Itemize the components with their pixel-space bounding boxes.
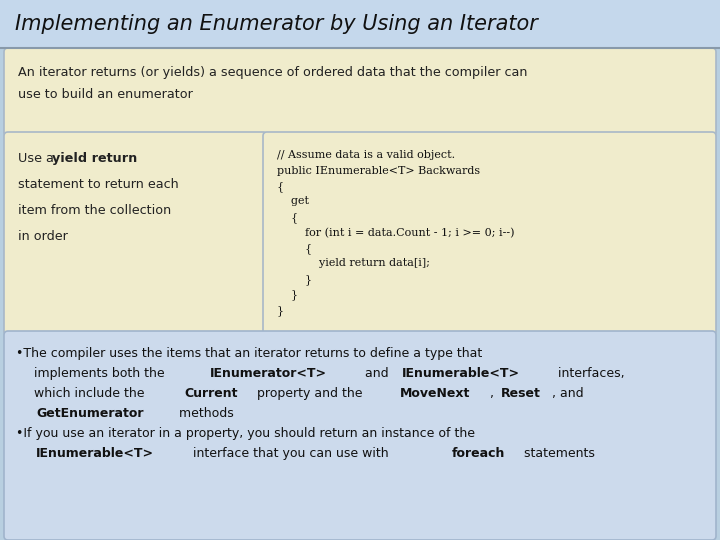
Text: IEnumerable<T>: IEnumerable<T> [402,367,520,380]
Text: }: } [277,305,284,316]
Text: , and: , and [552,387,584,400]
Text: get: get [277,197,309,206]
Text: MoveNext: MoveNext [400,387,470,400]
Text: property and the: property and the [253,387,366,400]
Text: •The compiler uses the items that an iterator returns to define a type that: •The compiler uses the items that an ite… [16,347,482,360]
Text: yield return data[i];: yield return data[i]; [277,259,430,268]
Text: •If you use an iterator in a property, you should return an instance of the: •If you use an iterator in a property, y… [16,427,475,440]
Text: Current: Current [184,387,238,400]
Text: yield return: yield return [52,152,138,165]
Text: IEnumerator<T>: IEnumerator<T> [210,367,327,380]
Text: for (int i = data.Count - 1; i >= 0; i--): for (int i = data.Count - 1; i >= 0; i--… [277,227,515,238]
Text: Implementing an Enumerator by Using an Iterator: Implementing an Enumerator by Using an I… [15,14,538,34]
Text: Use a: Use a [18,152,58,165]
FancyBboxPatch shape [4,331,716,540]
Text: and: and [361,367,392,380]
Text: implements both the: implements both the [26,367,168,380]
Text: ,: , [490,387,498,400]
Text: // Assume data is a valid object.: // Assume data is a valid object. [277,150,455,160]
Text: IEnumerable<T>: IEnumerable<T> [36,447,154,460]
Text: }: } [277,289,298,300]
Text: use to build an enumerator: use to build an enumerator [18,88,193,101]
Text: {: { [277,181,284,192]
FancyBboxPatch shape [0,0,720,48]
Text: }: } [277,274,312,285]
FancyBboxPatch shape [4,132,267,335]
Text: statements: statements [520,447,595,460]
FancyBboxPatch shape [263,132,716,335]
Text: {: { [277,243,312,254]
Text: GetEnumerator: GetEnumerator [36,407,144,420]
FancyBboxPatch shape [4,48,716,136]
Text: foreach: foreach [451,447,505,460]
Text: which include the: which include the [26,387,148,400]
Text: interfaces,: interfaces, [554,367,625,380]
Text: public IEnumerable<T> Backwards: public IEnumerable<T> Backwards [277,165,480,176]
Text: statement to return each: statement to return each [18,178,179,191]
Text: item from the collection: item from the collection [18,204,171,217]
Text: Reset: Reset [500,387,541,400]
Text: {: { [277,212,298,223]
Text: in order: in order [18,230,68,243]
Text: methods: methods [175,407,234,420]
Text: interface that you can use with: interface that you can use with [189,447,392,460]
Text: An iterator returns (or yields) a sequence of ordered data that the compiler can: An iterator returns (or yields) a sequen… [18,66,528,79]
